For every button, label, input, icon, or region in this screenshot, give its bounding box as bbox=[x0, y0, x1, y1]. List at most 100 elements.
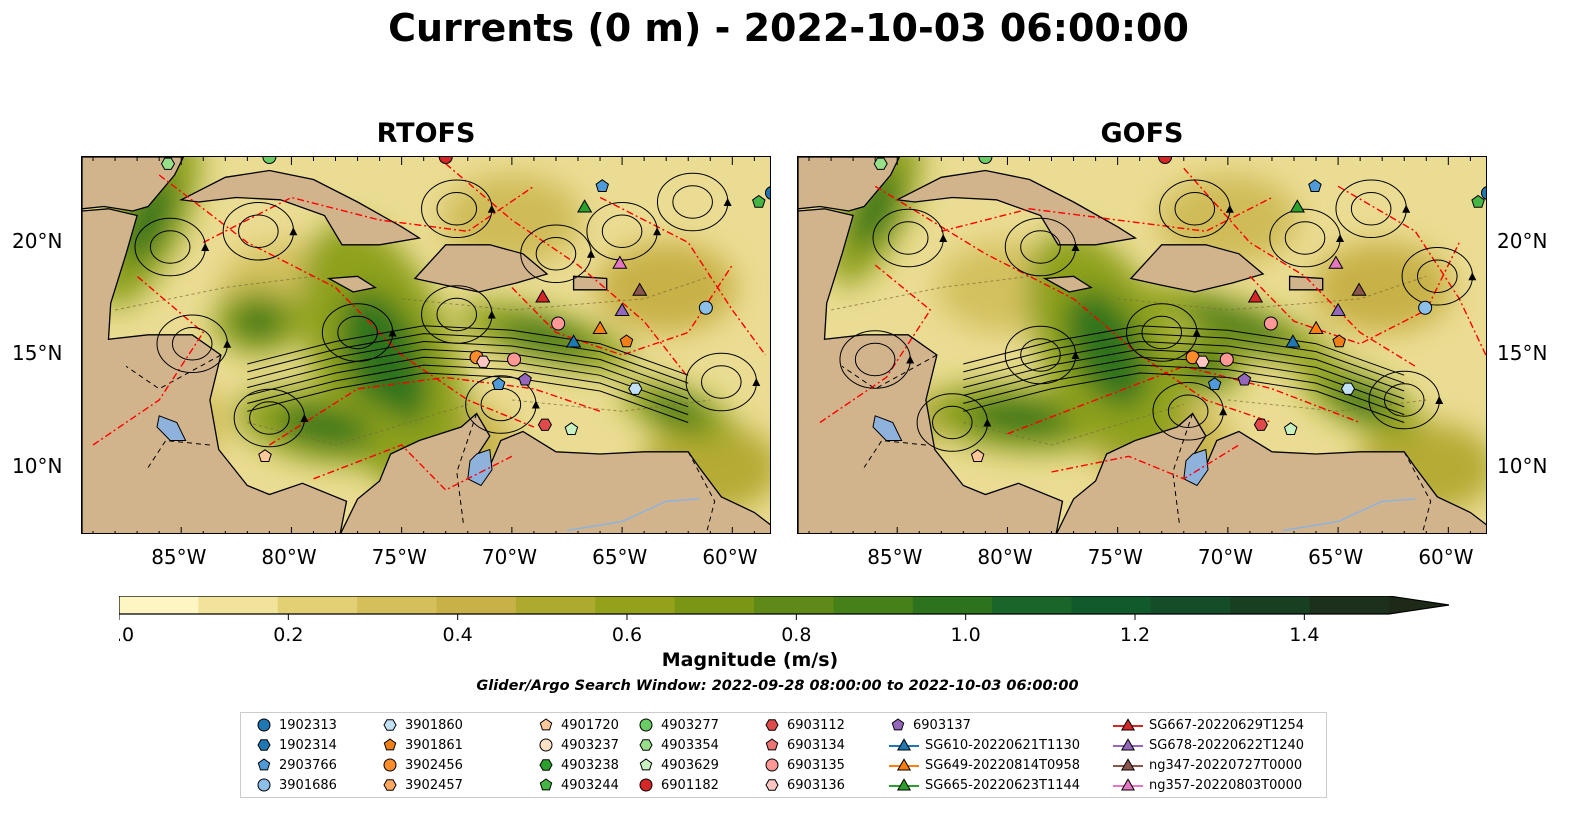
legend-marker-shape bbox=[765, 719, 779, 731]
streamline bbox=[247, 356, 689, 408]
streamline-arrow bbox=[983, 418, 992, 427]
colorbar-segment bbox=[1150, 596, 1231, 614]
legend-label: 4903354 bbox=[661, 737, 719, 753]
legend-label: 6903134 bbox=[787, 737, 845, 753]
figure-title: Currents (0 m) - 2022-10-03 06:00:00 bbox=[388, 6, 1189, 50]
platform-marker bbox=[564, 422, 579, 435]
streamline bbox=[963, 356, 1405, 408]
platform-marker bbox=[160, 157, 176, 170]
legend-marker-shape bbox=[1120, 758, 1136, 771]
legend-entry: SG649-20220814T0958 bbox=[889, 755, 1080, 775]
colorbar-graphic: 0.0 0.2 0.4 0.6 0.8 1.0 1.2 1.4 bbox=[104, 595, 1450, 646]
legend-entry: 3901861 bbox=[381, 735, 463, 755]
streamline bbox=[249, 401, 290, 435]
legend-marker bbox=[539, 759, 553, 771]
legend-entry: 4903238 bbox=[537, 755, 619, 775]
platform-marker bbox=[1418, 300, 1433, 315]
legend-marker bbox=[1113, 718, 1143, 731]
legend-entry: 3901860 bbox=[381, 715, 463, 735]
legend-entry: 6903137 bbox=[889, 715, 971, 735]
platform-marker bbox=[614, 302, 630, 316]
streamline bbox=[247, 340, 689, 392]
country-border bbox=[687, 451, 716, 533]
streamline bbox=[1167, 394, 1209, 428]
legend-entry: 1902313 bbox=[255, 715, 337, 735]
platform-marker bbox=[698, 300, 713, 315]
lake-nicaragua bbox=[156, 415, 187, 441]
platform-marker bbox=[873, 157, 888, 170]
legend-label: 4901720 bbox=[561, 717, 619, 733]
legend-entry: 4901720 bbox=[537, 715, 619, 735]
platform-marker bbox=[1308, 179, 1322, 192]
x-tick-label: 85°W bbox=[151, 545, 207, 569]
country-border bbox=[147, 439, 210, 468]
legend-entry: 2903766 bbox=[255, 755, 337, 775]
streamline-arrow bbox=[653, 227, 662, 236]
legend-entry: SG667-20220629T1254 bbox=[1113, 715, 1304, 735]
drifter-track bbox=[445, 163, 689, 378]
drifter-track bbox=[1337, 185, 1486, 356]
streamline bbox=[149, 230, 191, 264]
legend-label: 3901861 bbox=[405, 737, 463, 753]
platform-marker bbox=[1332, 334, 1346, 348]
legend-label: SG665-20220623T1144 bbox=[925, 777, 1081, 793]
streamline bbox=[963, 364, 1405, 416]
platform-marker bbox=[577, 199, 593, 213]
legend-marker bbox=[257, 739, 271, 751]
depth-contour bbox=[247, 404, 468, 446]
streamline-arrow bbox=[1071, 243, 1080, 251]
legend-marker bbox=[639, 718, 653, 732]
drifter-track bbox=[819, 264, 932, 424]
colorbar-label: Magnitude (m/s) bbox=[661, 649, 839, 671]
streamline-arrow bbox=[531, 400, 540, 409]
streamline bbox=[887, 221, 929, 255]
depth-contour bbox=[963, 404, 1184, 446]
legend-label: 4903629 bbox=[661, 757, 719, 773]
y-tick-label-left: 15°N bbox=[12, 341, 63, 365]
colorbar-segment bbox=[992, 596, 1072, 614]
legend-entry: SG610-20220621T1130 bbox=[889, 735, 1080, 755]
y-tick-label-right: 15°N bbox=[1497, 341, 1548, 365]
platform-marker bbox=[752, 194, 766, 208]
legend-marker-shape bbox=[257, 718, 271, 732]
colorbar-tick-label: 0.2 bbox=[273, 624, 303, 646]
legend-marker bbox=[257, 718, 271, 732]
drifter-track bbox=[313, 444, 513, 491]
legend-marker-shape bbox=[257, 758, 271, 771]
gofs-current-map bbox=[797, 156, 1487, 534]
streamline-arrow bbox=[586, 249, 595, 258]
x-tick-label: 80°W bbox=[261, 545, 317, 569]
legend-label: 4903237 bbox=[561, 737, 619, 753]
legend-marker bbox=[889, 778, 919, 791]
land-hispaniola bbox=[1129, 244, 1265, 293]
legend-entry: 6903135 bbox=[763, 755, 845, 775]
streamline bbox=[1141, 315, 1183, 350]
legend-marker-shape bbox=[539, 759, 553, 771]
streamline bbox=[672, 185, 713, 219]
platform-marker bbox=[438, 157, 453, 164]
colorbar-segment bbox=[674, 596, 755, 614]
streamline-arrow bbox=[1219, 407, 1228, 416]
x-tick-label: 85°W bbox=[867, 545, 923, 569]
legend-label: SG678-20220622T1240 bbox=[1149, 737, 1305, 753]
panel-title-rtofs: RTOFS bbox=[376, 118, 476, 149]
streamline-arrow bbox=[1402, 204, 1411, 213]
lake-maracaibo bbox=[467, 448, 493, 487]
legend-marker bbox=[1113, 758, 1143, 771]
legend-entry: 4903237 bbox=[537, 735, 619, 755]
legend-marker bbox=[891, 718, 905, 731]
legend-entry: 3902457 bbox=[381, 775, 463, 795]
x-tick-label: 60°W bbox=[702, 545, 758, 569]
legend-marker-shape bbox=[639, 718, 653, 732]
legend-label: 3901860 bbox=[405, 717, 463, 733]
platform-marker bbox=[1263, 316, 1278, 331]
platform-marker bbox=[507, 352, 522, 367]
legend-marker-shape bbox=[896, 778, 912, 791]
platform-marker bbox=[1308, 320, 1324, 334]
legend-label: 2903766 bbox=[279, 757, 337, 773]
lake-maracaibo bbox=[1183, 448, 1209, 487]
land-yucatanTop bbox=[82, 157, 185, 212]
streamline bbox=[1416, 259, 1458, 293]
legend-label: 3902456 bbox=[405, 757, 463, 773]
legend-marker bbox=[1113, 738, 1143, 751]
